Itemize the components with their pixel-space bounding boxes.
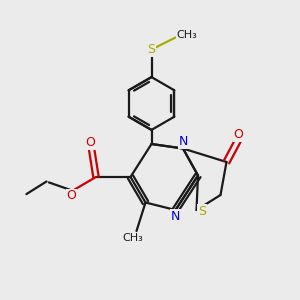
Text: N: N [171, 210, 180, 223]
Text: O: O [234, 128, 243, 142]
Text: O: O [85, 136, 95, 149]
Text: N: N [178, 135, 188, 148]
Text: S: S [148, 43, 155, 56]
Text: S: S [198, 205, 206, 218]
Text: CH₃: CH₃ [122, 232, 143, 243]
Text: O: O [67, 189, 76, 203]
Text: CH₃: CH₃ [176, 30, 197, 40]
